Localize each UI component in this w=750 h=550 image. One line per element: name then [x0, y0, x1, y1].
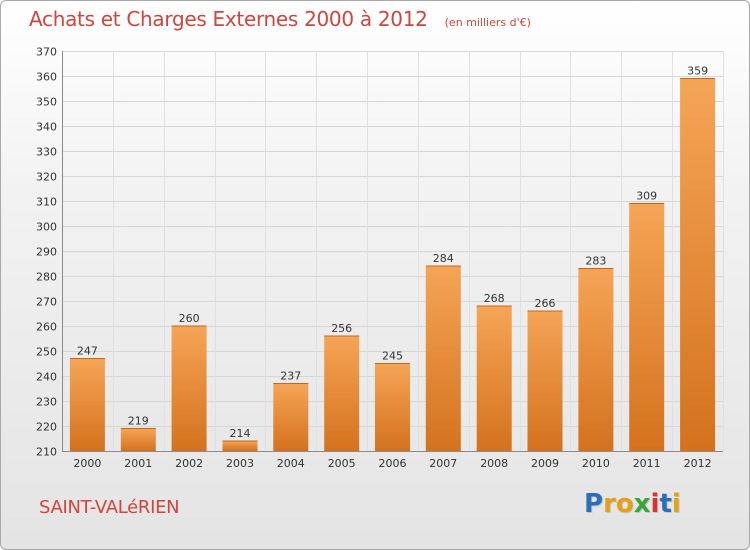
x-tick-label: 2002: [175, 457, 203, 470]
x-tick-label: 2008: [480, 457, 508, 470]
y-tick-label: 250: [36, 346, 57, 359]
y-tick-label: 360: [36, 71, 57, 84]
y-tick-label: 290: [36, 246, 57, 259]
y-tick-label: 340: [36, 121, 57, 134]
x-tick-label: 2010: [582, 457, 610, 470]
bar: [171, 326, 207, 451]
bar-value-label: 359: [687, 65, 708, 78]
x-tick-label: 2003: [226, 457, 254, 470]
bar: [629, 203, 665, 451]
y-tick-label: 240: [36, 371, 57, 384]
y-tick-label: 260: [36, 321, 57, 334]
x-tick-label: 2012: [684, 457, 712, 470]
chart-title: Achats et Charges Externes 2000 à 2012: [29, 7, 428, 31]
y-tick-label: 330: [36, 146, 57, 159]
bars: [69, 78, 716, 451]
y-tick-label: 280: [36, 271, 57, 284]
y-tick-label: 320: [36, 171, 57, 184]
y-tick-label: 300: [36, 221, 57, 234]
x-tick-label: 2009: [531, 457, 559, 470]
bar-value-label: 266: [535, 297, 556, 310]
bar-value-label: 283: [585, 255, 606, 268]
x-tick-label: 2000: [73, 457, 101, 470]
x-tick-label: 2007: [429, 457, 457, 470]
logo-letter: t: [659, 489, 672, 519]
logo-letter: P: [584, 489, 604, 519]
bar-value-label: 309: [636, 190, 657, 203]
bar: [324, 336, 360, 451]
y-tick-label: 310: [36, 196, 57, 209]
bar-value-label: 256: [331, 322, 352, 335]
x-tick-label: 2004: [277, 457, 305, 470]
bar-value-label: 219: [128, 415, 149, 428]
bar-value-label: 260: [179, 312, 200, 325]
bar: [425, 266, 461, 451]
bar-value-label: 247: [77, 345, 98, 358]
labels: 210 220 230 240 250 260 270 280 290 300 310 320 330 3…: [36, 46, 712, 471]
logo-letter: r: [603, 489, 616, 519]
y-tick-label: 230: [36, 396, 57, 409]
bar-value-label: 268: [484, 292, 505, 305]
bar: [375, 363, 410, 451]
logo-letter: o: [615, 489, 634, 519]
x-tick-label: 2006: [379, 457, 407, 470]
bar: [273, 383, 309, 451]
bar: [222, 441, 258, 451]
x-tick-label: 2005: [328, 457, 356, 470]
axes: [62, 51, 723, 452]
y-tick-label: 220: [36, 421, 57, 434]
logo-letter: x: [633, 489, 651, 519]
y-tick-label: 370: [36, 46, 57, 59]
y-tick-label: 270: [36, 296, 57, 309]
x-tick-label: 2011: [633, 457, 661, 470]
bar: [680, 78, 716, 451]
logo-letter: i: [671, 489, 681, 519]
bar-value-label: 214: [230, 427, 251, 440]
bar-value-label: 245: [382, 350, 403, 363]
bar-value-label: 284: [433, 252, 454, 265]
x-tick-label: 2001: [124, 457, 152, 470]
y-tick-label: 210: [36, 446, 57, 459]
title-row: Achats et Charges Externes 2000 à 2012 (…: [29, 7, 531, 31]
commune-name: SAINT-VALéRIEN: [39, 497, 180, 518]
bar: [476, 306, 512, 451]
logo-letter: i: [650, 489, 660, 519]
y-tick-label: 350: [36, 96, 57, 109]
proxiti-logo: Proxiti: [584, 489, 681, 519]
bar: [120, 428, 156, 451]
chart-subtitle: (en milliers d'€): [444, 16, 531, 29]
bar: [578, 268, 614, 451]
bar: [527, 311, 563, 451]
bar: [69, 358, 105, 451]
bar-value-label: 237: [280, 370, 301, 383]
